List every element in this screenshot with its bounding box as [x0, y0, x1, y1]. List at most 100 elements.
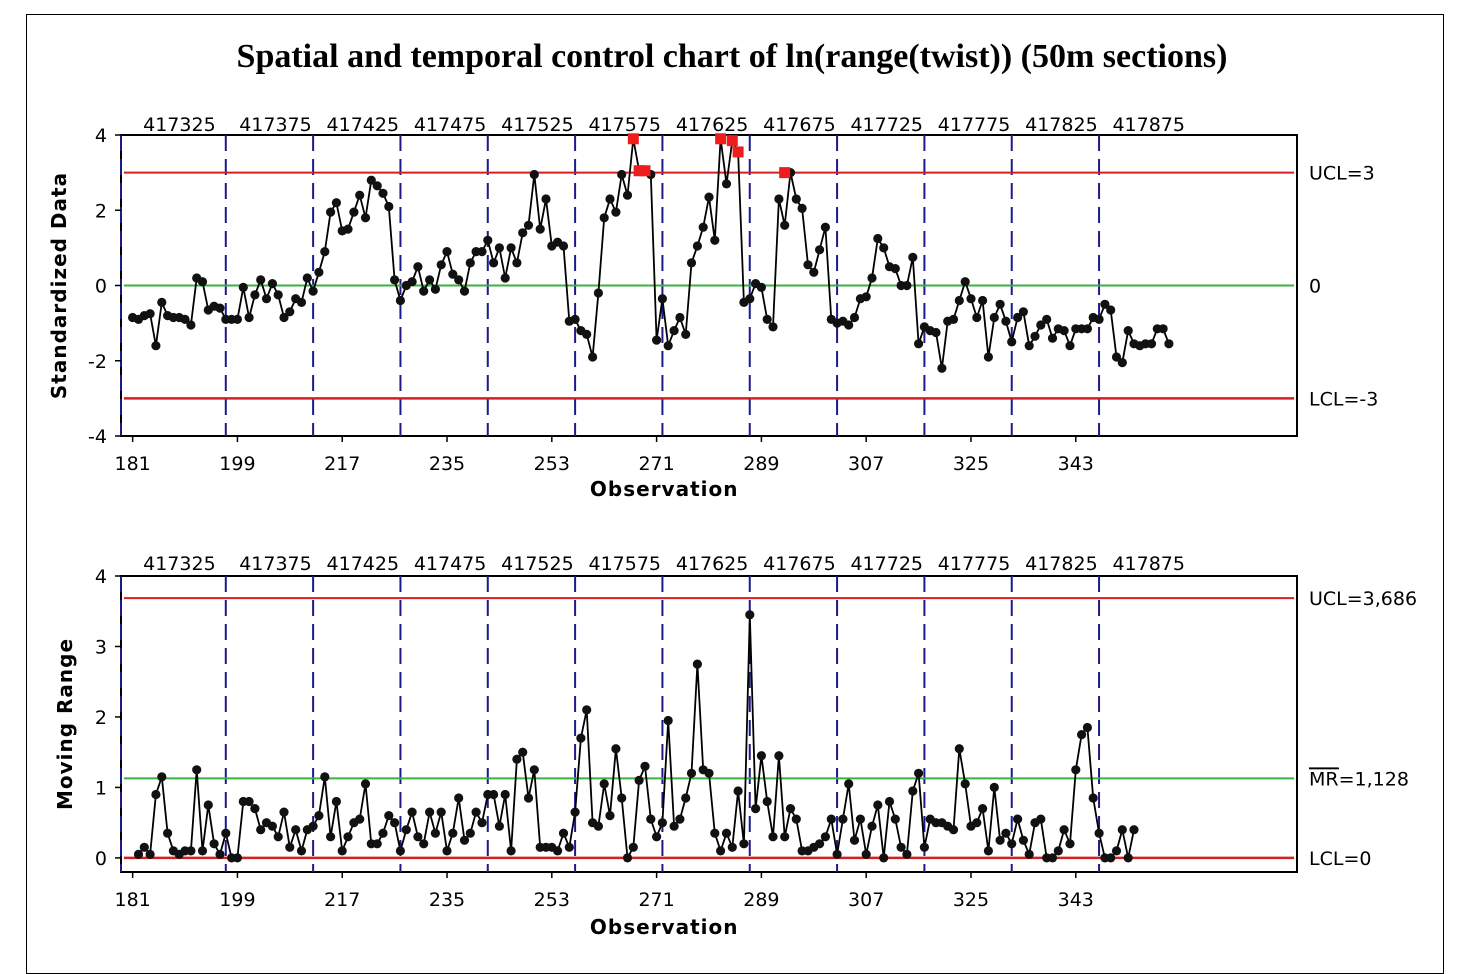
data-point	[721, 179, 732, 189]
data-point	[1071, 765, 1081, 775]
data-point	[931, 327, 941, 338]
data-point	[733, 786, 743, 796]
data-point	[390, 818, 400, 828]
x-tick-label: 217	[324, 453, 360, 475]
data-point	[302, 273, 312, 283]
lcl-label: LCL=0	[1309, 848, 1371, 870]
data-point	[529, 765, 539, 775]
data-point	[1065, 341, 1075, 351]
data-point	[1123, 326, 1133, 336]
data-point	[582, 329, 592, 339]
data-point	[692, 241, 703, 251]
data-point	[151, 789, 161, 800]
data-point	[617, 169, 627, 180]
data-point	[704, 192, 714, 202]
data-point	[710, 828, 720, 838]
data-point	[948, 314, 959, 324]
section-label: 417475	[414, 553, 487, 575]
data-point	[855, 814, 866, 824]
data-point	[180, 314, 190, 324]
data-point	[669, 326, 679, 336]
data-point	[762, 314, 772, 324]
data-point	[465, 258, 475, 268]
data-point	[360, 779, 371, 789]
data-point	[954, 295, 964, 306]
data-point	[430, 828, 440, 838]
data-point	[308, 821, 318, 831]
data-point	[448, 828, 458, 838]
data-point	[960, 277, 970, 287]
section-label: 417875	[1112, 553, 1185, 575]
data-point	[622, 190, 633, 200]
data-point	[296, 297, 307, 307]
data-point	[448, 269, 458, 279]
out-of-control-point	[633, 165, 645, 177]
data-point	[343, 832, 353, 842]
data-point	[861, 849, 871, 860]
data-point	[1129, 825, 1139, 835]
data-point	[652, 832, 662, 842]
data-point	[908, 786, 918, 796]
data-point	[197, 846, 208, 856]
data-point	[995, 835, 1005, 845]
y-axis-title: Moving Range	[53, 638, 77, 810]
data-point	[459, 286, 470, 296]
data-point	[570, 314, 580, 324]
section-label: 417525	[501, 553, 574, 575]
data-point	[1013, 312, 1023, 323]
data-point	[727, 842, 737, 852]
data-point	[972, 312, 982, 323]
data-point	[355, 190, 365, 200]
data-point	[413, 262, 423, 272]
y-tick-label: -2	[88, 351, 107, 373]
data-point	[611, 207, 621, 217]
data-point	[494, 821, 504, 831]
data-point	[780, 832, 790, 842]
data-point	[326, 207, 336, 217]
data-point	[797, 203, 807, 213]
data-point	[401, 825, 411, 835]
data-point	[1082, 324, 1092, 334]
data-point	[960, 779, 970, 789]
data-point	[506, 243, 516, 253]
data-point	[681, 793, 691, 803]
out-of-control-point	[779, 167, 791, 179]
data-point	[1123, 853, 1133, 863]
data-point	[681, 329, 691, 339]
data-point	[914, 339, 924, 349]
data-point	[879, 853, 889, 863]
data-point	[256, 275, 266, 285]
data-point	[285, 842, 295, 852]
data-point	[442, 846, 452, 856]
x-tick-label: 289	[743, 453, 779, 475]
data-point	[820, 832, 831, 842]
data-point	[285, 307, 295, 317]
data-point	[372, 839, 382, 849]
data-point	[454, 275, 464, 285]
data-point	[937, 363, 947, 373]
data-point	[1001, 316, 1011, 326]
data-point	[820, 222, 831, 232]
data-point	[803, 260, 813, 270]
data-point	[751, 804, 761, 814]
data-point	[512, 754, 522, 764]
data-point	[163, 828, 173, 838]
data-point	[314, 811, 324, 821]
data-point	[908, 252, 918, 262]
x-tick-label: 343	[1058, 889, 1094, 911]
data-point	[599, 779, 609, 789]
data-point	[978, 295, 988, 306]
data-point	[756, 751, 767, 761]
data-point	[646, 814, 656, 824]
data-point	[1047, 333, 1058, 343]
x-tick-label: 253	[534, 453, 570, 475]
center-label: 0	[1309, 276, 1321, 298]
section-label: 417375	[239, 553, 312, 575]
data-point	[1018, 307, 1028, 317]
data-point	[1088, 793, 1098, 803]
y-tick-label: 2	[95, 200, 107, 222]
data-point	[331, 198, 341, 208]
data-point	[273, 832, 283, 842]
data-point	[745, 294, 755, 304]
data-point	[785, 804, 796, 814]
